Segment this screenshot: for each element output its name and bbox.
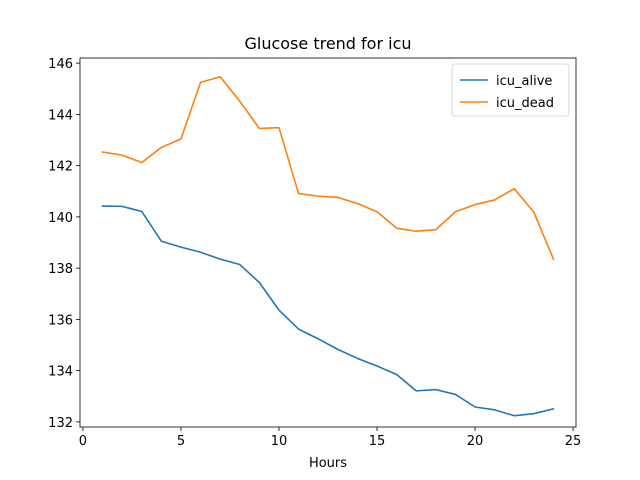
legend: icu_alive icu_dead bbox=[451, 63, 570, 117]
x-axis-label: Hours bbox=[309, 456, 347, 471]
y-tick-label: 144 bbox=[48, 108, 73, 123]
axis-ticks: 0 5 10 15 20 25 132 134 136 138 140 142 144 146 bbox=[48, 57, 581, 449]
series-layer bbox=[101, 75, 555, 417]
chart-title: Glucose trend for icu bbox=[244, 34, 411, 53]
x-tick-label: 10 bbox=[271, 434, 288, 449]
legend-label: icu_dead bbox=[496, 96, 554, 111]
axes-frame bbox=[79, 57, 577, 428]
series-line-icu_alive bbox=[101, 205, 555, 417]
y-tick-label: 132 bbox=[48, 416, 73, 431]
y-tick-label: 136 bbox=[48, 313, 73, 328]
x-tick-label: 0 bbox=[79, 434, 87, 449]
y-tick-label: 138 bbox=[48, 262, 73, 277]
legend-label: icu_alive bbox=[496, 74, 552, 89]
x-tick-label: 25 bbox=[565, 434, 582, 449]
series-line-icu_dead bbox=[101, 75, 555, 261]
y-tick-label: 140 bbox=[48, 211, 73, 226]
y-tick-label: 146 bbox=[48, 57, 73, 72]
x-tick-label: 5 bbox=[177, 434, 185, 449]
plot-background bbox=[80, 58, 576, 427]
x-tick-label: 20 bbox=[467, 434, 484, 449]
y-tick-label: 134 bbox=[48, 365, 73, 380]
plot-area bbox=[80, 58, 576, 427]
x-tick-label: 15 bbox=[369, 434, 386, 449]
y-tick-label: 142 bbox=[48, 160, 73, 175]
legend-box bbox=[451, 63, 570, 117]
